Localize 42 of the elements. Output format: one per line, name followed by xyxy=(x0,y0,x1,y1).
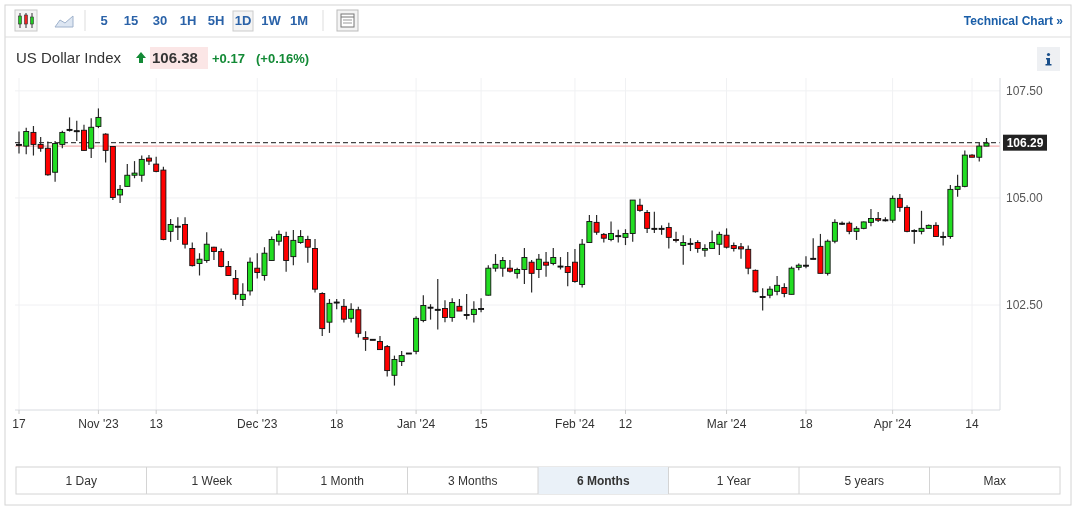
ref-line-label: 106.29 xyxy=(1006,136,1044,151)
x-tick-label: 12 xyxy=(618,417,633,431)
text: +0.17 xyxy=(212,51,245,66)
candlestick xyxy=(95,107,102,129)
x-tick-label: 14 xyxy=(965,417,980,431)
x-tick-label: Dec '23 xyxy=(237,417,278,431)
x-tick-label: 13 xyxy=(149,417,164,431)
text: Technical Chart » xyxy=(963,14,1064,28)
text: 5 years xyxy=(844,474,884,488)
x-tick-label: Nov '23 xyxy=(78,417,119,431)
text: 106.38 xyxy=(152,49,198,66)
x-tick-label: 15 xyxy=(474,417,489,431)
text: 1M xyxy=(289,13,309,28)
x-tick-label: 18 xyxy=(799,417,813,431)
text: 1 Year xyxy=(716,474,751,488)
text: Max xyxy=(983,474,1007,488)
candlestick xyxy=(752,268,759,294)
candlestick xyxy=(673,231,679,244)
x-tick-label: Jan '24 xyxy=(396,417,436,431)
text: (+0.16%) xyxy=(256,51,310,66)
y-tick-label: 105.00 xyxy=(1006,190,1044,205)
text: 5H xyxy=(207,13,225,28)
y-tick-label: 102.50 xyxy=(1006,298,1044,313)
x-tick-label: Feb '24 xyxy=(555,417,596,431)
text: 6 Months xyxy=(576,474,630,488)
x-tick-label: 18 xyxy=(330,417,344,431)
text: 1 Week xyxy=(191,474,233,488)
text: 1D xyxy=(234,13,252,28)
text: 1W xyxy=(261,13,282,28)
text: 1 Day xyxy=(65,474,97,488)
x-tick-label: Mar '24 xyxy=(706,417,747,431)
text: 30 xyxy=(152,13,168,28)
y-tick-label: 107.50 xyxy=(1006,83,1044,98)
candlestick xyxy=(759,287,766,312)
chart-title: US Dollar Index xyxy=(16,49,122,66)
text: 5 xyxy=(100,13,108,28)
x-tick-label: 17 xyxy=(12,417,26,431)
x-tick-label: Apr '24 xyxy=(873,417,912,431)
text: 15 xyxy=(123,13,139,28)
text: 1 Month xyxy=(320,474,364,488)
text: 3 Months xyxy=(448,474,498,488)
text: 1H xyxy=(179,13,197,28)
